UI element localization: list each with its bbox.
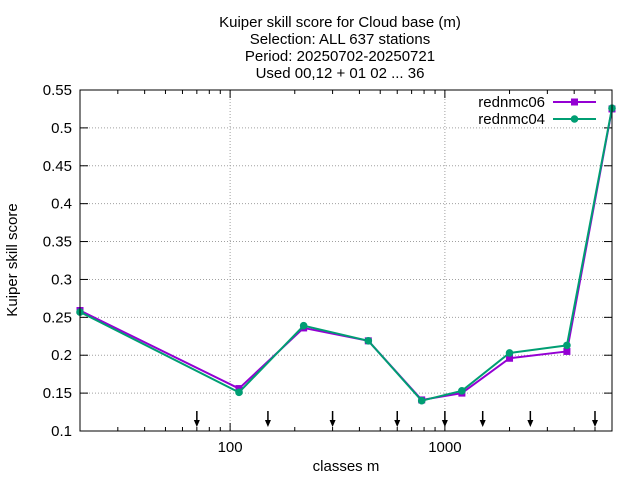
data-point <box>417 396 426 405</box>
y-tick-label: 0.1 <box>51 423 72 440</box>
class-arrow-head <box>394 420 401 427</box>
y-tick-label: 0.2 <box>51 347 72 364</box>
data-point <box>563 341 571 350</box>
y-tick-label: 0.4 <box>51 196 72 213</box>
data-point <box>364 337 373 345</box>
y-tick-label: 0.45 <box>43 158 72 175</box>
class-arrow-head <box>264 420 271 427</box>
x-tick-label: 1000 <box>428 439 461 456</box>
class-arrow-head <box>329 420 336 427</box>
legend-label: rednmc06 <box>478 94 545 111</box>
data-point <box>299 321 308 330</box>
plot-frame <box>79 89 613 432</box>
y-tick-label: 0.25 <box>43 309 72 326</box>
class-arrow-head <box>441 420 448 427</box>
class-arrow-head <box>527 420 534 427</box>
class-arrow-markers <box>193 411 598 427</box>
data-point <box>505 349 514 357</box>
class-arrow-head <box>193 420 200 427</box>
data-point <box>458 387 466 395</box>
y-axis-ticks: 0.1 0.15 0.2 0.25 0.3 0.35 0.4 0.45 0.5 0.55 <box>43 82 612 440</box>
legend-marker <box>570 115 579 123</box>
title-line-3: Period: 20250702-20250721 <box>245 48 435 65</box>
grid <box>80 90 612 431</box>
y-tick-label: 0.55 <box>43 82 72 99</box>
series-rednmc04 <box>76 104 616 405</box>
legend-label: rednmc04 <box>478 111 545 128</box>
data-point <box>235 388 243 397</box>
series-line <box>79 108 613 401</box>
chart-title: Kuiper skill score for Cloud base (m) Se… <box>219 14 461 82</box>
series-rednmc06 <box>76 105 616 404</box>
y-tick-label: 0.5 <box>51 120 72 137</box>
y-axis-label: Kuiper skill score <box>4 203 21 316</box>
y-tick-label: 0.3 <box>51 271 72 288</box>
data-point <box>506 354 514 362</box>
x-axis-label: classes m <box>313 458 380 475</box>
data-point <box>563 347 571 355</box>
title-line-2: Selection: ALL 637 stations <box>250 31 430 48</box>
x-tick-label: 100 <box>218 439 243 456</box>
y-tick-label: 0.35 <box>43 234 72 251</box>
series-layer <box>76 104 616 405</box>
legend-marker <box>571 98 578 106</box>
y-tick-label: 0.15 <box>43 385 72 402</box>
class-arrow-head <box>591 420 598 427</box>
title-line-1: Kuiper skill score for Cloud base (m) <box>219 14 461 31</box>
title-line-4: Used 00,12 + 01 02 ... 36 <box>256 65 425 82</box>
series-line <box>79 107 613 402</box>
x-axis-ticks: 100 1000 <box>117 90 596 456</box>
class-arrow-head <box>479 420 486 427</box>
